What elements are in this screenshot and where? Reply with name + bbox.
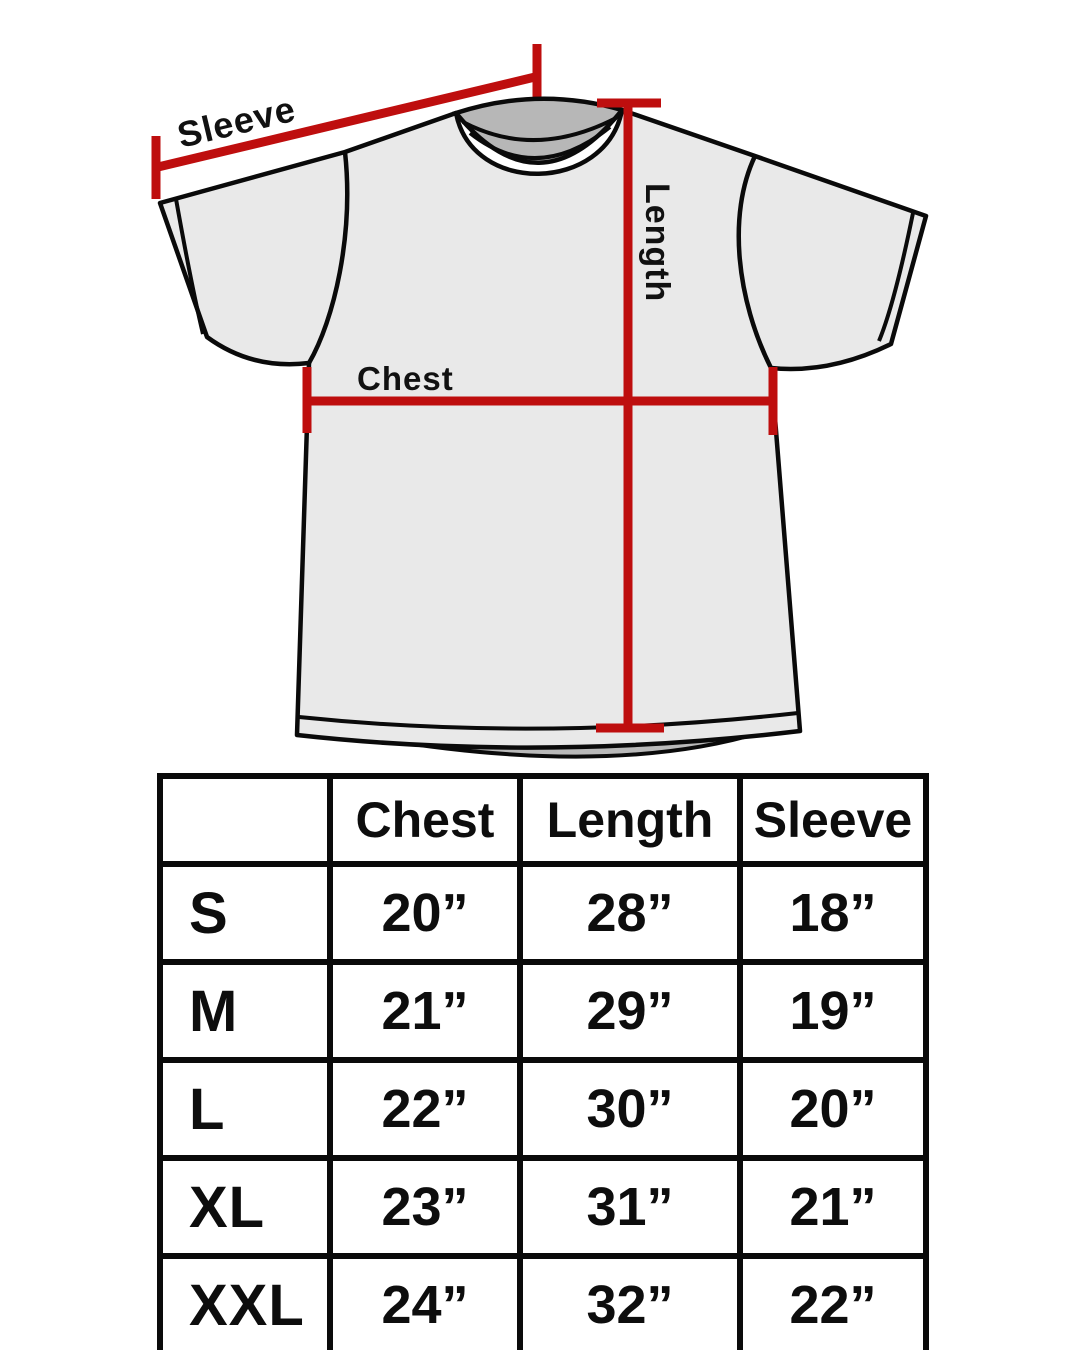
sleeve-value-m: 19” xyxy=(737,959,929,1063)
length-value-l: 30” xyxy=(517,1057,743,1161)
right-cuff-seam xyxy=(877,212,915,342)
length-value-xl: 31” xyxy=(517,1155,743,1259)
left-cuff-seam xyxy=(174,198,205,335)
sleeve-value-l: 20” xyxy=(737,1057,929,1161)
header-cell-chest: Chest xyxy=(327,773,523,867)
chest-value-s: 20” xyxy=(327,861,523,965)
chest-value-l: 22” xyxy=(327,1057,523,1161)
sleeve-measure-line xyxy=(156,72,537,172)
left-armhole-seam xyxy=(307,151,350,365)
table-row-m: M 21” 29” 19” xyxy=(157,959,929,1063)
shirt-body-outline xyxy=(157,107,929,750)
chest-value-xxl: 24” xyxy=(327,1253,523,1350)
size-table-header-row: Chest Length Sleeve xyxy=(157,773,929,867)
sleeve-value-xxl: 22” xyxy=(737,1253,929,1350)
hem-seam xyxy=(298,711,799,731)
size-cell-m: M xyxy=(157,959,333,1063)
sleeve-value-xl: 21” xyxy=(737,1155,929,1259)
collar-seam-upper xyxy=(462,116,617,143)
size-cell-xl: XL xyxy=(157,1155,333,1259)
front-measure-group xyxy=(302,98,778,733)
collar-group xyxy=(452,96,626,165)
table-row-xl: XL 23” 31” 21” xyxy=(157,1155,929,1259)
length-value-xxl: 32” xyxy=(517,1253,743,1350)
header-cell-sleeve: Sleeve xyxy=(737,773,929,867)
table-row-s: S 20” 28” 18” xyxy=(157,861,929,965)
size-cell-s: S xyxy=(157,861,333,965)
collar-seam-lower xyxy=(468,125,612,161)
size-table: Chest Length Sleeve S 20” 28” 18” M 21” … xyxy=(157,773,929,1350)
length-value-s: 28” xyxy=(517,861,743,965)
header-cell-length: Length xyxy=(517,773,743,867)
length-label: Length xyxy=(638,183,676,302)
chest-label: Chest xyxy=(357,360,454,397)
tshirt-measurement-diagram: Sleeve Length Chest xyxy=(151,44,929,759)
chest-value-m: 21” xyxy=(327,959,523,1063)
length-value-m: 29” xyxy=(517,959,743,1063)
header-cell-empty xyxy=(157,773,333,867)
size-cell-l: L xyxy=(157,1057,333,1161)
table-row-l: L 22” 30” 20” xyxy=(157,1057,929,1161)
chest-value-xl: 23” xyxy=(327,1155,523,1259)
sleeve-value-s: 18” xyxy=(737,861,929,965)
shirt-body-group xyxy=(157,107,929,750)
right-armhole-seam xyxy=(736,155,774,370)
size-cell-xxl: XXL xyxy=(157,1253,333,1350)
table-row-xxl: XXL 24” 32” 22” xyxy=(157,1253,929,1350)
